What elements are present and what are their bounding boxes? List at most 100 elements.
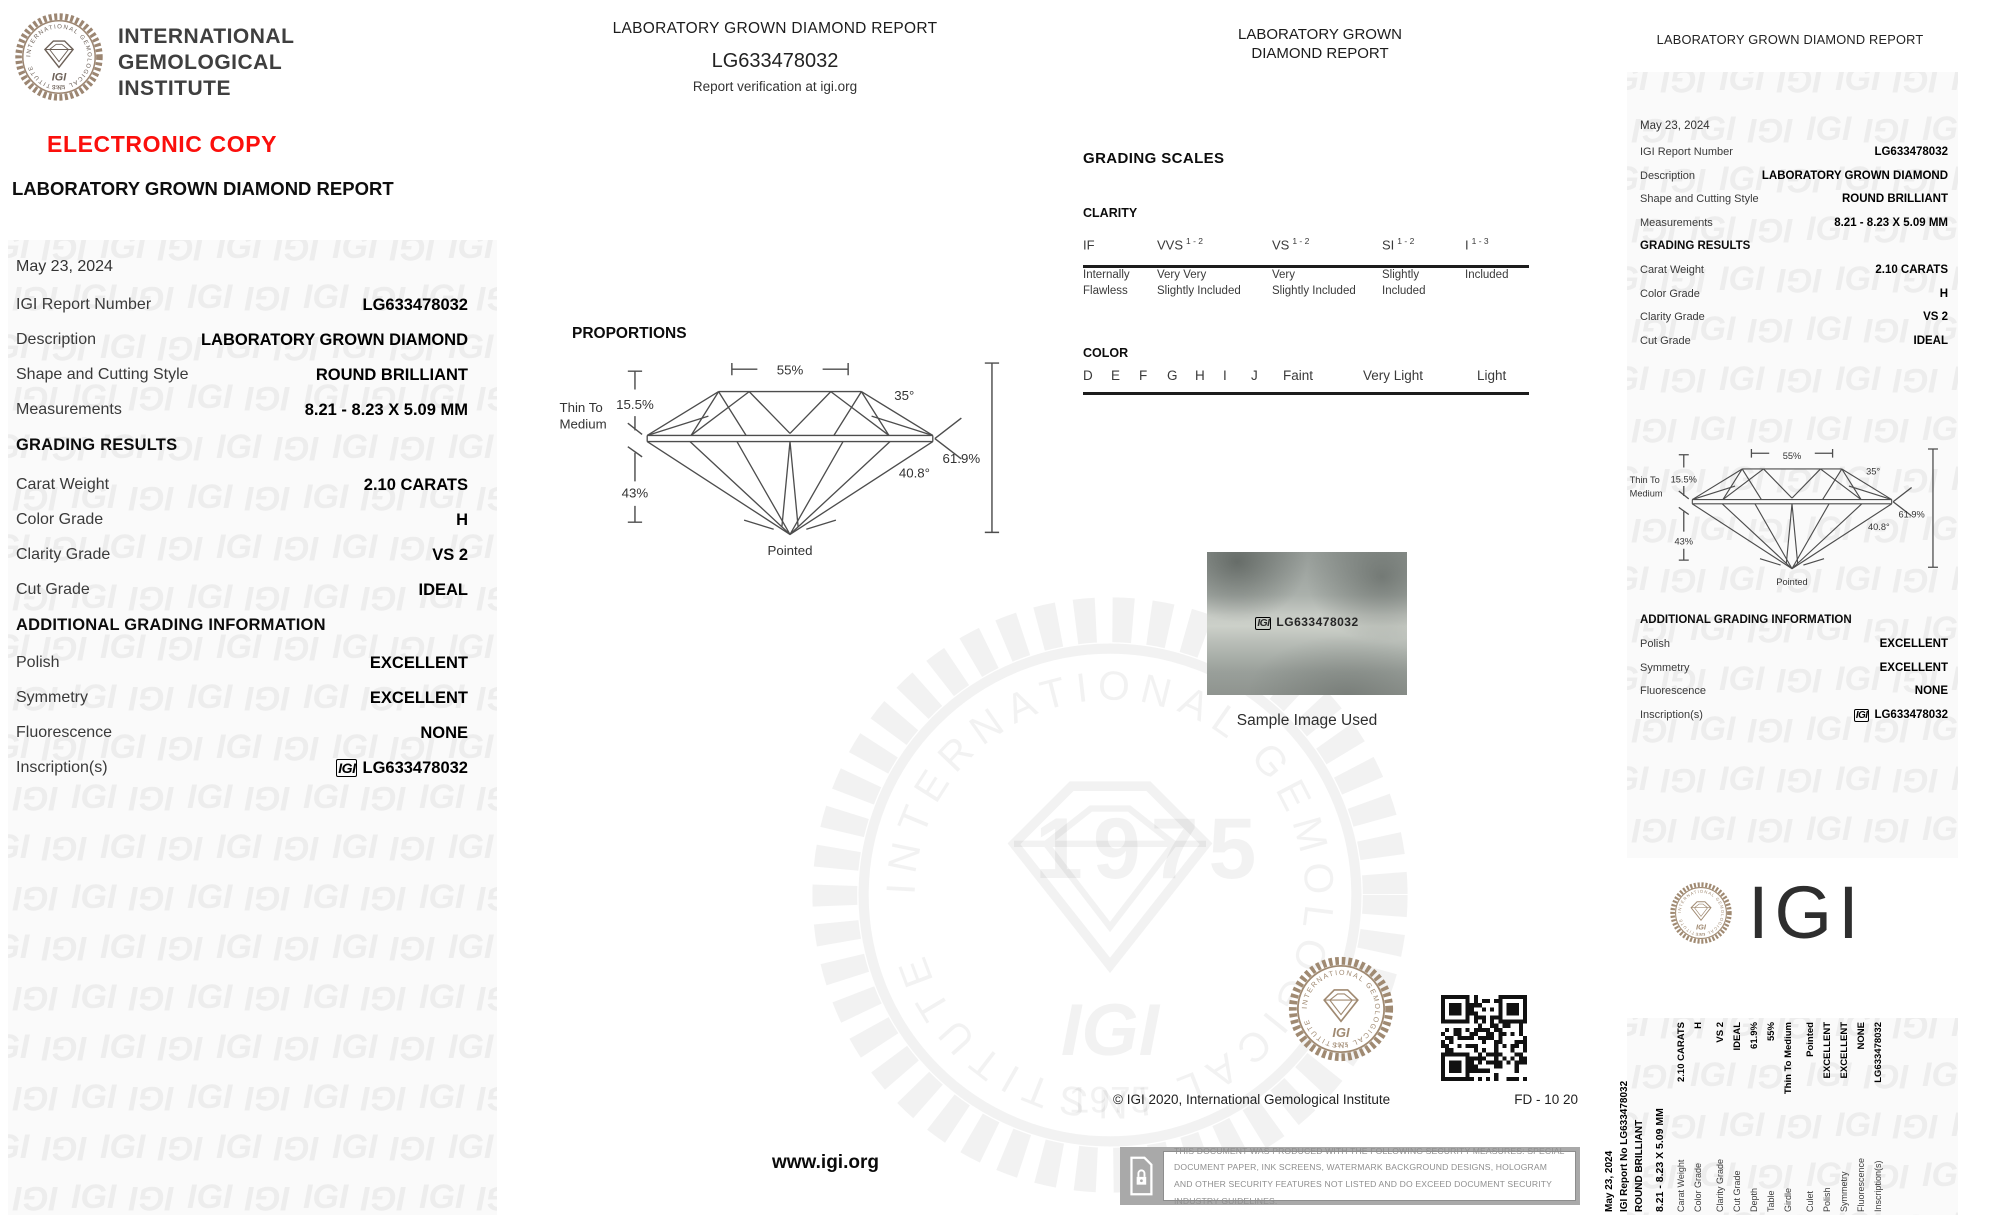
clarity-code: I bbox=[1465, 237, 1469, 253]
left-report-fields: May 23, 2024 IGI Report Number LG6334780… bbox=[16, 258, 468, 794]
field-label: Inscription(s) bbox=[1873, 1160, 1883, 1212]
field-value: NONE bbox=[420, 724, 468, 742]
report-date: May 23, 2024 bbox=[1640, 120, 1710, 132]
clarity-desc: Included bbox=[1465, 269, 1509, 282]
proportions-diagram: 55% 35° Thin To Medium 15.5% 43% 40.8° 6… bbox=[559, 362, 1000, 558]
color-range-label: Faint bbox=[1283, 368, 1314, 383]
field-label: Symmetry bbox=[1839, 1171, 1849, 1213]
field-value: LABORATORY GROWN DIAMOND bbox=[1761, 169, 1948, 182]
center-report-title: LABORATORY GROWN DIAMOND REPORT bbox=[612, 20, 938, 37]
report-verification-note: Report verification at igi.org bbox=[692, 79, 858, 94]
report-field-row: Cut Grade IDEAL bbox=[1640, 335, 1948, 359]
report-field-row: Measurements 8.21 - 8.23 X 5.09 MM bbox=[16, 401, 468, 436]
crown-angle-label: 35° bbox=[1866, 467, 1880, 477]
crown-angle-label: 35° bbox=[894, 388, 914, 403]
total-depth-label: 61.9% bbox=[1898, 509, 1924, 519]
form-code: FD - 10 20 bbox=[1514, 1092, 1578, 1107]
section-additional-grading: ADDITIONAL GRADING INFORMATION bbox=[1640, 614, 1852, 626]
svg-text:IGI: IGI bbox=[1696, 923, 1707, 932]
pavilion-depth-label: 43% bbox=[622, 486, 649, 501]
report-field-row: Color Grade H bbox=[16, 511, 468, 546]
field-value: EXCELLENT bbox=[369, 654, 468, 672]
report-field-row: Clarity Grade VS 2 bbox=[1640, 311, 1948, 335]
field-label: Inscription(s) bbox=[1640, 708, 1703, 721]
field-label: Carat Weight bbox=[1676, 1159, 1686, 1212]
svg-text:1975: 1975 bbox=[1697, 932, 1705, 936]
photo-inscription-number: LG633478032 bbox=[1276, 614, 1359, 629]
report-field-row: Description LABORATORY GROWN DIAMOND bbox=[16, 331, 468, 366]
strip-row: Table 55% bbox=[1763, 1022, 1780, 1212]
color-range-label: Light bbox=[1477, 368, 1507, 383]
clarity-heading: CLARITY bbox=[1083, 206, 1138, 220]
field-value: H bbox=[456, 511, 468, 529]
report-field-row: Symmetry EXCELLENT bbox=[1640, 662, 1948, 686]
report-field-row: Shape and Cutting Style ROUND BRILLIANT bbox=[16, 366, 468, 401]
igi-seal-icon: INTERNATIONAL GEMOLOGICAL INSTITUTE IGI 19… bbox=[1285, 953, 1397, 1065]
field-value: 2.10 CARATS bbox=[1676, 1022, 1687, 1083]
girdle-label-line1: Thin To bbox=[559, 400, 602, 415]
color-letter: H bbox=[1195, 368, 1205, 383]
field-value: IDEAL bbox=[418, 581, 469, 599]
field-label: Carat Weight bbox=[16, 476, 110, 493]
ghost-year-watermark: 1975 bbox=[1035, 801, 1267, 897]
clarity-code: VVS bbox=[1157, 237, 1184, 253]
security-strip-inner: THIS DOCUMENT WAS PRODUCED WITH THE FOLL… bbox=[1163, 1146, 1576, 1206]
field-label: Cut Grade bbox=[1640, 334, 1691, 347]
field-value: VS 2 bbox=[1923, 311, 1948, 323]
clarity-desc: Slightly Included bbox=[1272, 284, 1356, 297]
clarity-desc: Internally bbox=[1083, 269, 1130, 282]
girdle-label-line2: Medium bbox=[559, 416, 606, 431]
strip-row: Cut Grade IDEAL bbox=[1729, 1022, 1746, 1212]
strip-row: Girdle Thin To Medium bbox=[1780, 1022, 1797, 1212]
clarity-range: 1 - 3 bbox=[1471, 236, 1489, 246]
total-depth-label: 61.9% bbox=[943, 451, 981, 466]
clarity-grade-cell: IF Internally Flawless bbox=[1083, 236, 1195, 299]
color-letter: G bbox=[1167, 368, 1178, 383]
field-value: LG633478032 bbox=[1874, 146, 1948, 158]
institute-name-line2: GEMOLOGICAL bbox=[118, 51, 283, 74]
strip-row: Inscription(s) LG633478032 bbox=[1870, 1022, 1887, 1212]
field-label: Clarity Grade bbox=[1640, 311, 1705, 323]
inscription-value: LG633478032 bbox=[1874, 708, 1948, 721]
igi-seal-icon: INTERNATIONAL GEMOLOGICAL INSTITUTE IGI 19… bbox=[1668, 880, 1734, 946]
field-value: IDEAL bbox=[1913, 334, 1949, 347]
field-label: Clarity Grade bbox=[1715, 1158, 1725, 1212]
strip-row: Depth 61.9% bbox=[1746, 1022, 1763, 1212]
report-field-row: Measurements 8.21 - 8.23 X 5.09 MM bbox=[1640, 217, 1948, 241]
report-field-row: Color Grade H bbox=[1640, 288, 1948, 312]
section-grading-results: GRADING RESULTS bbox=[1640, 240, 1751, 252]
website-url: www.igi.org bbox=[772, 1152, 879, 1173]
svg-text:1975: 1975 bbox=[53, 85, 65, 91]
igi-logo-lockup: INTERNATIONAL GEMOLOGICAL INSTITUTE IGI 19… bbox=[1668, 876, 1865, 950]
institute-name: INTERNATIONAL GEMOLOGICAL INSTITUTE bbox=[118, 24, 294, 102]
field-label: Polish bbox=[16, 654, 60, 671]
center-report-number: LG633478032 bbox=[711, 50, 839, 72]
svg-text:IGI: IGI bbox=[1061, 988, 1161, 1071]
sample-inscription-photo: IGI LG633478032 bbox=[1207, 552, 1407, 695]
field-label: Polish bbox=[1822, 1187, 1832, 1212]
scales-title-line1: LABORATORY GROWN bbox=[1238, 26, 1402, 43]
proportions-heading: PROPORTIONS bbox=[572, 325, 687, 342]
field-value: LG633478032 bbox=[1873, 1022, 1884, 1083]
proportions-diagram-small: 55% 35° Thin To Medium 15.5% 43% 40.8° 6… bbox=[1630, 448, 1938, 587]
clarity-desc: Flawless bbox=[1083, 284, 1128, 297]
report-field-row: Polish EXCELLENT bbox=[1640, 638, 1948, 662]
report-field-row: Description LABORATORY GROWN DIAMOND bbox=[1640, 170, 1948, 194]
field-label: Description bbox=[1640, 169, 1696, 182]
field-label: Table bbox=[1766, 1190, 1776, 1212]
clarity-grade-cell: VS 1 - 2 Very Slightly Included bbox=[1272, 236, 1384, 299]
girdle-label-line2: Medium bbox=[1630, 489, 1663, 499]
color-letter: J bbox=[1251, 368, 1258, 383]
photo-shadow bbox=[1307, 552, 1407, 642]
clarity-desc: Included bbox=[1382, 284, 1426, 297]
right-watermark-panel-bottom: IGIIGIIGIIGIIGIIGIIGIIGIIGIIGIIGIIGIIGII… bbox=[1627, 1018, 1958, 1215]
field-label: Symmetry bbox=[16, 689, 88, 706]
field-value: EXCELLENT bbox=[1822, 1022, 1833, 1079]
field-value: 2.10 CARATS bbox=[363, 476, 468, 494]
field-label: Fluorescence bbox=[1856, 1157, 1866, 1212]
field-label: Fluorescence bbox=[1640, 685, 1707, 697]
report-field-row: Cut Grade IDEAL bbox=[16, 581, 468, 616]
field-value: EXCELLENT bbox=[1879, 661, 1948, 674]
field-label: Girdle bbox=[1783, 1187, 1793, 1212]
